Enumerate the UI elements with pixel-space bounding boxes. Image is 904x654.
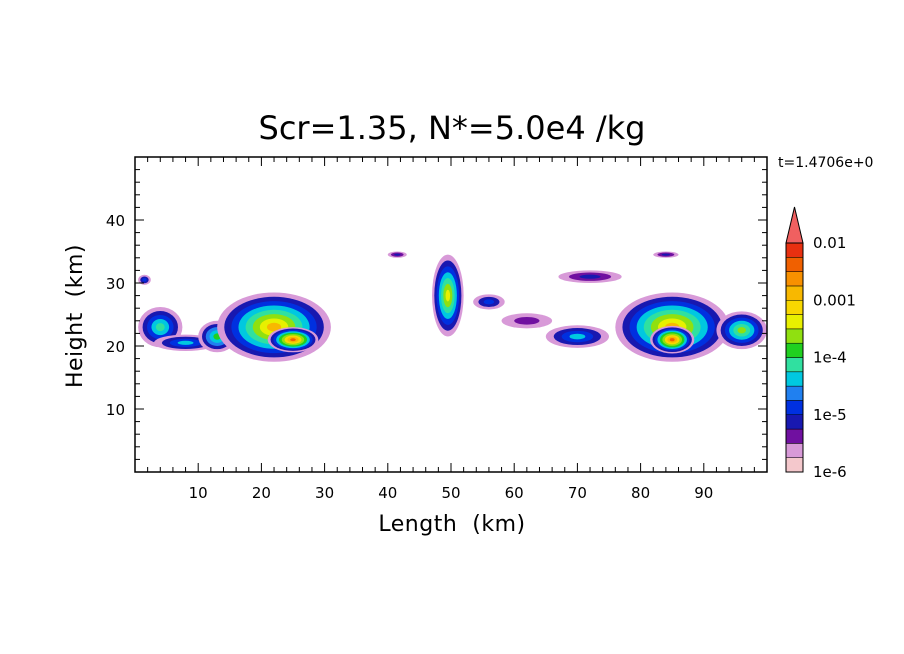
axis-ticks <box>135 157 767 472</box>
colorbar-segment <box>785 400 804 415</box>
colorbar-tick-label: 0.01 <box>813 234 846 252</box>
x-tick-label: 50 <box>441 484 460 502</box>
colorbar-segment <box>785 385 804 401</box>
colorbar-segment <box>785 371 804 387</box>
x-tick-label: 60 <box>505 484 524 502</box>
contour-region-4-level-8 <box>290 338 296 342</box>
contour-region-10-level-8 <box>669 338 675 342</box>
colorbar-segment <box>785 257 804 272</box>
y-axis-label: Height (km) <box>63 244 88 388</box>
colorbar-segment <box>785 285 804 301</box>
colorbar-segment <box>785 443 804 458</box>
y-tick-labels: 10 20 30 40 <box>106 212 125 419</box>
colorbar-segment <box>785 428 804 444</box>
contour-region-5-level-6 <box>445 289 451 302</box>
y-tick-label: 40 <box>106 212 125 230</box>
x-tick-label: 90 <box>694 484 713 502</box>
x-tick-label: 20 <box>252 484 271 502</box>
colorbar-tick-label: 1e-6 <box>813 463 847 481</box>
colorbar-segment <box>785 314 804 330</box>
colorbar-tick-label: 1e-4 <box>813 349 847 367</box>
x-tick-label: 40 <box>378 484 397 502</box>
contour-region-13-level-2 <box>394 253 401 256</box>
x-tick-label: 30 <box>315 484 334 502</box>
y-tick-label: 30 <box>106 275 125 293</box>
colorbar-segment <box>785 414 804 430</box>
x-tick-label: 10 <box>189 484 208 502</box>
colorbar-segment <box>785 300 804 315</box>
colorbar-frame <box>785 242 804 473</box>
y-tick-label: 20 <box>106 338 125 356</box>
colorbar-segment <box>785 328 804 344</box>
contour-region-11-level-5 <box>737 327 746 334</box>
contour-region-14-level-2 <box>661 253 671 256</box>
chart-title: Scr=1.35, N*=5.0e4 /kg <box>259 109 646 147</box>
contour-region-6-level-2 <box>483 299 495 305</box>
time-label: t=1.4706e+0 <box>778 155 873 171</box>
x-axis-label: Length (km) <box>378 512 525 537</box>
colorbar-tick-label: 1e-5 <box>813 406 847 424</box>
colorbar-segment <box>785 457 804 473</box>
contour-region-1-level-3 <box>177 340 194 345</box>
colorbar-segment <box>785 242 804 258</box>
contour-region-8-level-3 <box>569 333 586 340</box>
colorbar-segment <box>785 357 804 373</box>
contour-region-15-level-2 <box>142 278 147 282</box>
colorbar-extend-arrow <box>785 206 804 244</box>
x-tick-label: 80 <box>631 484 650 502</box>
contour-regions <box>138 251 767 362</box>
contour-region-3-level-7 <box>266 322 282 332</box>
x-tick-labels: 10 20 30 40 50 60 70 80 90 <box>189 484 714 502</box>
contour-region-7-level-1 <box>514 317 540 325</box>
x-tick-label: 70 <box>568 484 587 502</box>
contour-region-12-level-2 <box>579 274 601 279</box>
colorbar-segment <box>785 342 804 358</box>
colorbar <box>785 206 804 473</box>
contour-region-0-level-4 <box>155 323 165 332</box>
y-tick-label: 10 <box>106 401 125 419</box>
colorbar-tick-label: 0.001 <box>813 291 856 309</box>
colorbar-tick-labels: 0.01 0.001 1e-4 1e-5 1e-6 <box>813 234 856 481</box>
colorbar-segment <box>785 271 804 287</box>
